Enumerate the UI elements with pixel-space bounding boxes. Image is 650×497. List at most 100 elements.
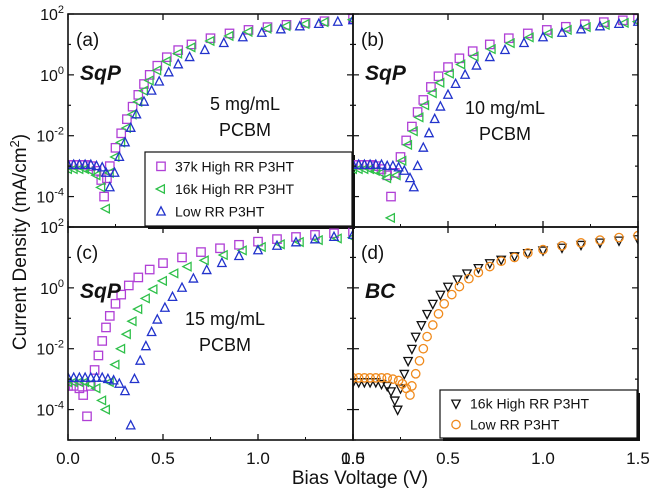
panel-label: (d)	[361, 243, 384, 264]
data-point-series-1	[399, 369, 410, 381]
data-point-series-1	[575, 240, 587, 252]
data-point-series-1	[158, 258, 168, 268]
data-point-series-3	[442, 88, 454, 99]
data-point-series-3	[91, 371, 102, 382]
data-point-series-1	[104, 311, 115, 321]
data-point-series-3	[68, 371, 74, 382]
data-point-series-1	[116, 289, 127, 300]
data-point-series-3	[167, 290, 178, 302]
data-point-series-3	[138, 95, 150, 106]
data-point-series-1	[99, 191, 109, 202]
data-point-series-3	[353, 158, 364, 169]
data-point-series-2	[109, 151, 120, 163]
x-tick-label: 1.5	[626, 449, 650, 468]
data-point-series-2	[370, 373, 381, 383]
panel-title: SqP	[365, 62, 407, 85]
data-point-series-3	[256, 26, 268, 37]
data-point-series-3	[418, 141, 429, 152]
data-point-series-3	[376, 158, 387, 169]
data-point-series-2	[68, 163, 73, 175]
panel-title: SqP	[80, 280, 122, 303]
data-point-series-2	[390, 170, 401, 181]
data-point-series-1	[556, 243, 568, 254]
data-point-series-2	[99, 404, 111, 415]
data-point-series-2	[185, 42, 196, 53]
data-point-series-3	[353, 158, 359, 169]
legend-marker	[154, 183, 166, 195]
data-point-series-1	[389, 396, 401, 407]
data-point-series-2	[353, 373, 364, 383]
data-point-series-2	[382, 373, 393, 383]
data-point-series-1	[186, 39, 197, 50]
data-point-series-3	[294, 20, 306, 31]
data-point-series-2	[614, 232, 624, 243]
data-point-series-3	[632, 15, 638, 26]
data-point-series-2	[280, 20, 291, 32]
legend-marker	[450, 399, 462, 410]
data-point-series-2	[353, 163, 358, 175]
annotation-text: PCBM	[479, 124, 531, 144]
panel-a: 102 100 10-2 10-4 (a) SqP 5 mg/mL PCBM 37k High …	[36, 4, 355, 229]
x-tick-label: 1.0	[531, 449, 555, 468]
data-point-series-1	[205, 33, 216, 44]
data-point-series-3	[85, 371, 97, 382]
data-point-series-2	[418, 100, 430, 111]
data-point-series-1	[224, 28, 235, 39]
legend-label: Low RR P3HT	[470, 417, 560, 433]
data-point-series-2	[388, 374, 398, 384]
data-point-series-1	[402, 356, 414, 368]
legend-label: 16k High RR P3HT	[470, 396, 589, 412]
data-point-series-3	[275, 23, 287, 34]
annotation-text: 10 mg/mL	[465, 98, 545, 118]
legend-box	[439, 389, 638, 439]
x-tick-label: 1.0	[246, 449, 270, 468]
data-point-series-2	[353, 163, 363, 175]
data-point-series-2	[255, 241, 266, 253]
y-axis-label-sup: 2	[7, 140, 22, 147]
y-axis-label-tail: )	[10, 134, 31, 140]
data-point-series-2	[439, 298, 450, 309]
y-tick-label: 100	[40, 278, 64, 298]
data-point-series-3	[399, 164, 410, 175]
data-point-series-3	[408, 181, 420, 192]
data-point-series-2	[365, 373, 375, 383]
data-point-series-2	[120, 122, 131, 134]
data-point-series-2	[353, 373, 358, 383]
data-point-series-3	[74, 158, 85, 169]
annotation-text: PCBM	[219, 120, 271, 140]
data-point-series-2	[426, 87, 437, 99]
data-point-series-2	[90, 170, 101, 181]
data-point-series-2	[418, 343, 429, 354]
data-point-series-2	[137, 85, 149, 97]
legend-marker	[156, 161, 166, 172]
data-point-series-3	[381, 159, 393, 171]
data-point-series-1	[68, 381, 73, 391]
data-point-series-2	[132, 303, 143, 315]
data-point-series-2	[443, 68, 454, 79]
plot-frame	[67, 226, 354, 441]
data-point-series-2	[414, 355, 425, 366]
data-point-series-2	[109, 359, 120, 370]
data-point-series-2	[542, 28, 553, 39]
panel-label: (c)	[76, 243, 98, 264]
data-point-series-3	[613, 17, 625, 28]
x-tick-label: 1.5	[341, 449, 365, 468]
data-point-series-1	[594, 238, 606, 249]
legend: 16k High RR P3HT Low RR P3HT	[439, 389, 640, 441]
data-point-series-3	[125, 419, 136, 430]
data-point-series-2	[261, 23, 272, 34]
data-point-series-3	[404, 171, 416, 183]
markers	[353, 230, 638, 416]
markers	[68, 14, 353, 214]
data-point-series-3	[131, 108, 142, 119]
data-point-series-3	[79, 158, 91, 169]
data-point-series-1	[353, 378, 359, 389]
data-point-series-2	[236, 245, 247, 256]
data-point-series-1	[443, 62, 453, 72]
data-point-series-3	[252, 244, 264, 255]
data-point-series-1	[68, 160, 73, 170]
data-point-series-1	[433, 71, 444, 82]
y-tick-label: 10-4	[36, 400, 64, 420]
data-point-series-2	[198, 255, 209, 266]
data-point-series-3	[85, 158, 97, 169]
